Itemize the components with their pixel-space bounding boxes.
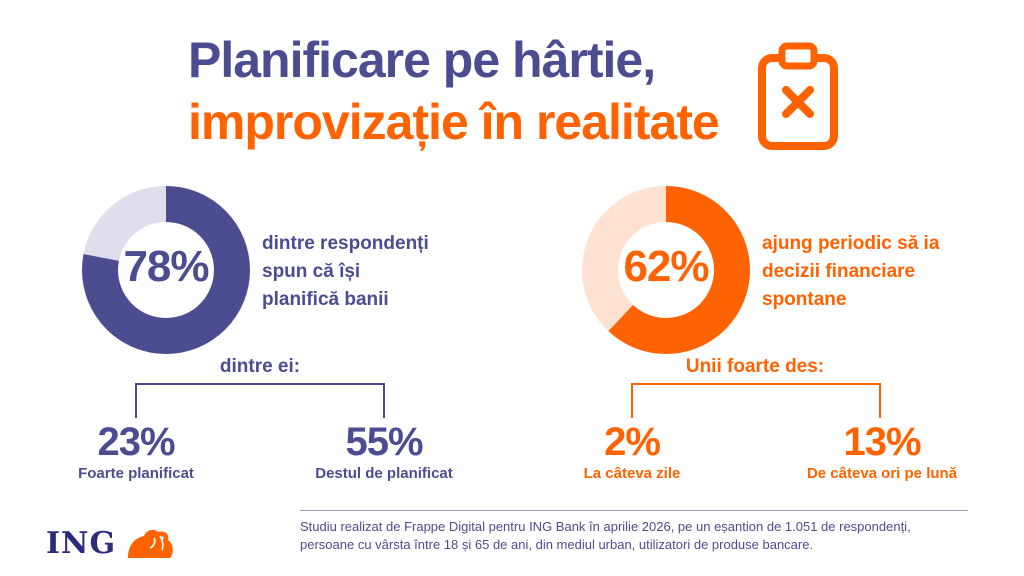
value-13: 13% — [843, 420, 921, 464]
footnote-divider — [300, 510, 968, 511]
percent-78: 78% — [123, 242, 209, 291]
donut-arc — [82, 186, 250, 354]
left-sub-heading: dintre ei: — [219, 356, 301, 377]
percent-62: 62% — [623, 242, 709, 291]
footnote-line: persoane cu vârsta între 18 și 65 de ani… — [300, 537, 814, 552]
left-description-line: spun că își — [262, 261, 361, 282]
value-55: 55% — [345, 420, 423, 464]
label-de-cateva-ori-pe-luna: De câteva ori pe lună — [806, 465, 958, 482]
right-bracket — [631, 383, 881, 418]
right-sub-heading: Unii foarte des: — [685, 356, 825, 377]
right-description: ajung periodic să ia decizii financiare … — [762, 230, 939, 314]
title-line-1: Planificare pe hârtie, — [188, 32, 656, 88]
clipboard-x-icon — [758, 42, 838, 150]
donut-arc — [582, 186, 750, 354]
value-23: 23% — [97, 420, 175, 464]
footnote: Studiu realizat de Frappe Digital pentru… — [300, 518, 980, 554]
value-2: 2% — [604, 420, 661, 464]
donut-chart-spontaneous — [582, 186, 750, 354]
right-description-line: ajung periodic să ia — [762, 233, 940, 254]
label-foarte-planificat: Foarte planificat — [78, 465, 194, 482]
right-description-line: decizii financiare — [762, 261, 916, 282]
donut-chart-planning — [82, 186, 250, 354]
ing-logo-text: ING — [46, 526, 117, 561]
right-description-line: spontane — [762, 289, 847, 310]
label-la-cateva-zile: La câteva zile — [583, 465, 681, 482]
left-description-line: dintre respondenți — [262, 233, 429, 254]
title-line-2: improvizație în realitate — [188, 94, 720, 150]
left-description: dintre respondenți spun că își planifică… — [262, 230, 429, 314]
footnote-line: Studiu realizat de Frappe Digital pentru… — [300, 519, 911, 534]
label-destul-de-planificat: Destul de planificat — [315, 465, 453, 482]
left-bracket — [135, 383, 385, 418]
lion-logo-icon — [128, 529, 173, 558]
left-description-line: planifică banii — [262, 289, 389, 310]
